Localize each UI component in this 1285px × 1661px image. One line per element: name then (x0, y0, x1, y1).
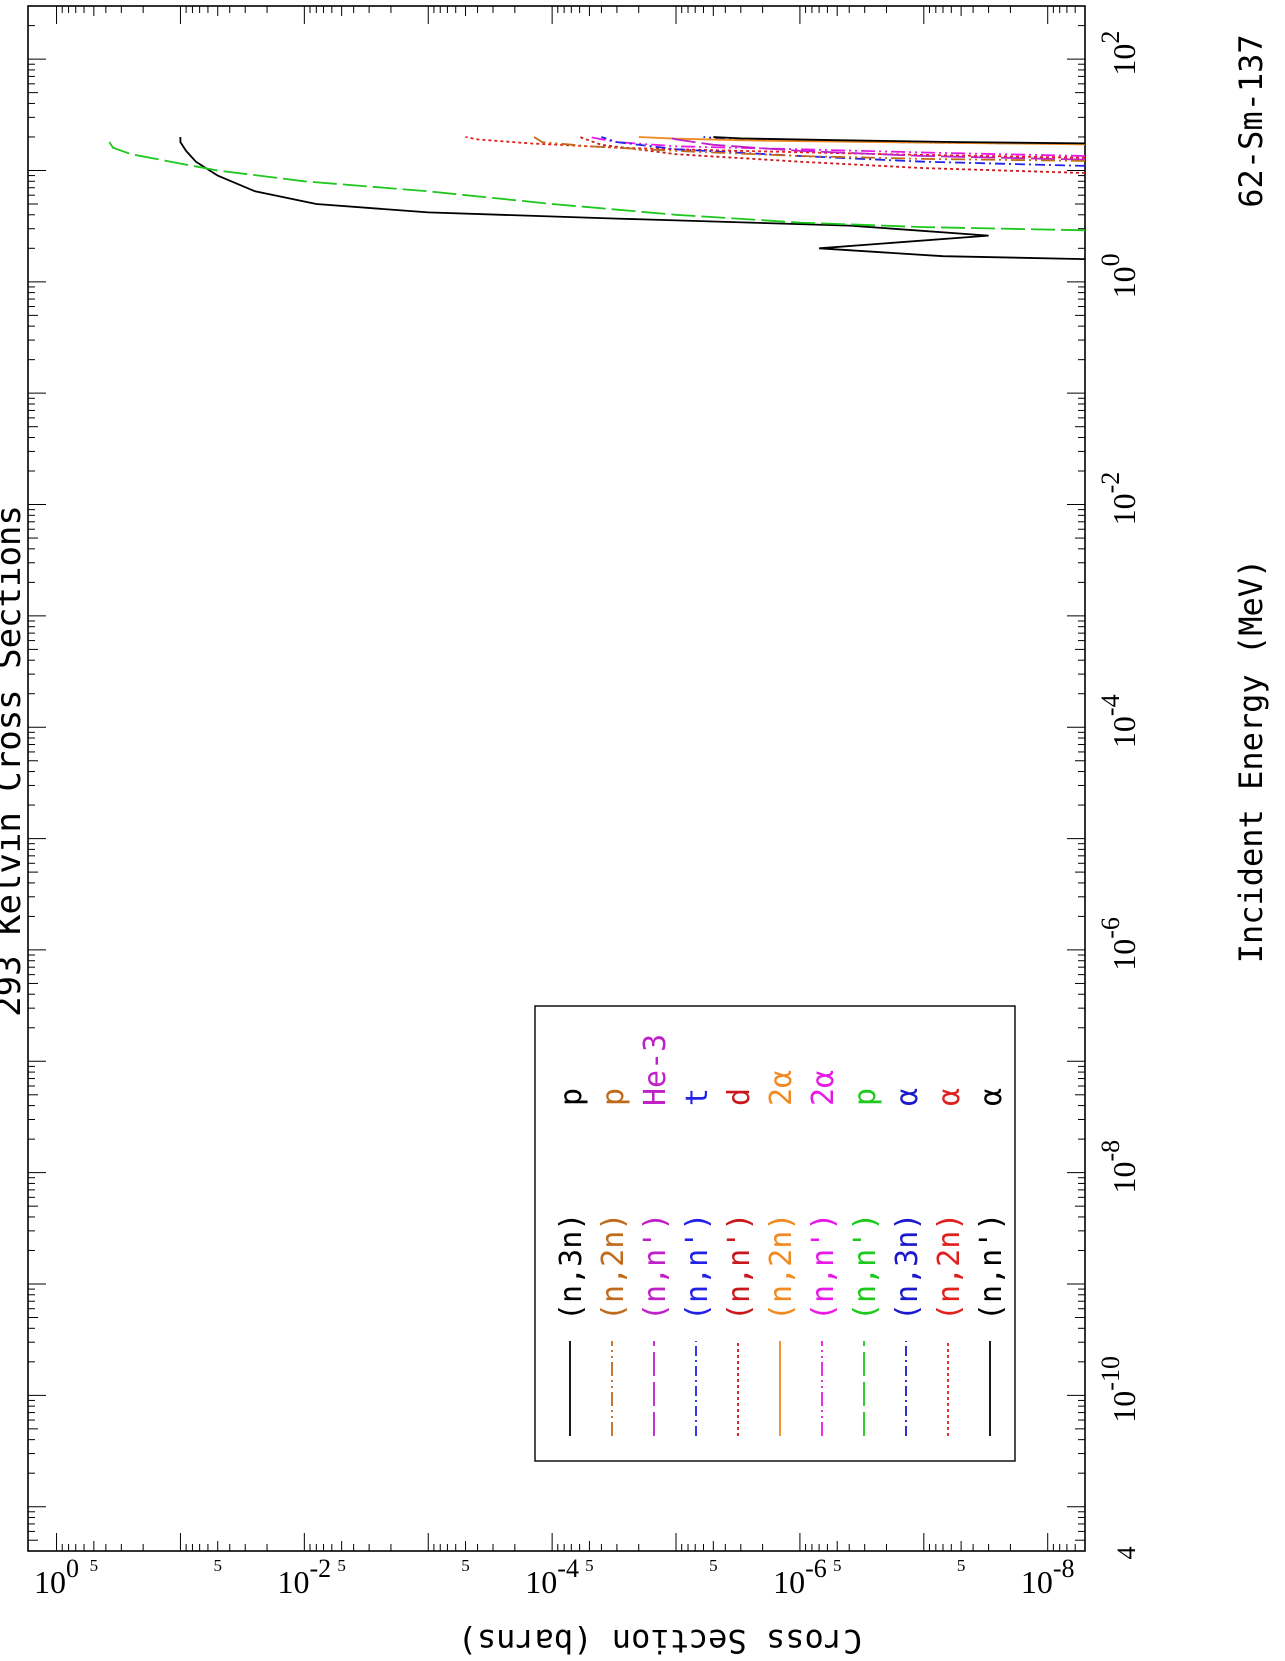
y-minor-text: 5 (461, 1556, 470, 1575)
y-minor-text: 5 (709, 1556, 718, 1575)
y-minor-label: 5 (957, 1556, 966, 1575)
legend-reaction-2: (n,3n) (890, 1213, 925, 1321)
legend-product-6: d (722, 1088, 757, 1106)
x-tick-label: 102 (1096, 31, 1142, 76)
x-edge-label: 4 (1112, 1547, 1141, 1560)
y-tick-label: 10-2 (278, 1554, 332, 1600)
legend-product-7: t (680, 1088, 715, 1106)
x-tick-label: 10-6 (1096, 917, 1142, 971)
y-tick-label: 10-8 (1021, 1554, 1075, 1600)
y-minor-text: 5 (337, 1556, 346, 1575)
legend-reaction-0: (n,n') (974, 1213, 1009, 1321)
legend-product-5: 2α (764, 1070, 799, 1106)
y-minor-label: 5 (461, 1556, 470, 1575)
y-tick-label: 10-4 (525, 1554, 579, 1600)
y-minor-text: 5 (90, 1556, 99, 1575)
legend-reaction-8: (n,n') (638, 1213, 673, 1321)
x-tick-label: 10-4 (1096, 694, 1142, 748)
series-layer (106, 137, 1085, 259)
y-minor-label: 5 (585, 1556, 594, 1575)
y-minor-label: 5 (709, 1556, 718, 1575)
legend-product-1: α (932, 1088, 967, 1106)
y-tick-text: 10-2 (278, 1554, 332, 1600)
series-line-0 (180, 137, 1085, 259)
legend-reaction-4: (n,n') (806, 1213, 841, 1321)
legend-reaction-7: (n,n') (680, 1213, 715, 1321)
legend-reaction-10: (n,3n) (554, 1213, 589, 1321)
series-line-3 (106, 137, 1085, 230)
y-minor-text: 5 (833, 1556, 842, 1575)
legend-product-3: p (848, 1088, 883, 1106)
legend-product-2: α (890, 1088, 925, 1106)
nuclide-label: 62-Sm-137 (1232, 34, 1270, 207)
y-tick-label: 10-6 (773, 1554, 827, 1600)
x-tick-label: 100 (1096, 253, 1142, 298)
y-minor-label: 5 (833, 1556, 842, 1575)
y-tick-text: 10-4 (525, 1554, 579, 1600)
legend-product-8: He-3 (638, 1034, 673, 1106)
y-minor-label: 5 (337, 1556, 346, 1575)
legend-product-0: α (974, 1088, 1009, 1106)
chart-title: 293 Kelvin Cross Sections (0, 505, 29, 1017)
y-minor-text: 5 (957, 1556, 966, 1575)
x-tick-label: 10-8 (1096, 1140, 1142, 1194)
y-minor-label: 5 (213, 1556, 222, 1575)
x-tick-label: 10-10 (1096, 1356, 1142, 1423)
legend-reaction-5: (n,2n) (764, 1213, 799, 1321)
y-tick-label: 100 (34, 1554, 79, 1600)
y-tick-text: 10-6 (773, 1554, 827, 1600)
y-tick-text: 100 (34, 1554, 79, 1600)
legend-reaction-1: (n,2n) (932, 1213, 967, 1321)
legend-reaction-9: (n,2n) (596, 1213, 631, 1321)
y-minor-text: 5 (585, 1556, 594, 1575)
legend-reaction-3: (n,n') (848, 1213, 883, 1321)
y-tick-text: 10-8 (1021, 1554, 1075, 1600)
legend: (n,n') α (n,2n) α (n,3n) α (n,n') p (n,n') 2α (n,2… (535, 1006, 1015, 1461)
legend-product-4: 2α (806, 1070, 841, 1106)
y-axis-title: Cross Section (barns) (458, 1622, 863, 1660)
y-minor-text: 5 (213, 1556, 222, 1575)
x-axis-title: Incident Energy (MeV) (1232, 559, 1270, 964)
legend-reaction-6: (n,n') (722, 1213, 757, 1321)
y-minor-label: 5 (90, 1556, 99, 1575)
legend-product-10: p (554, 1088, 589, 1106)
legend-product-9: p (596, 1088, 631, 1106)
x-tick-label: 10-2 (1096, 472, 1142, 526)
